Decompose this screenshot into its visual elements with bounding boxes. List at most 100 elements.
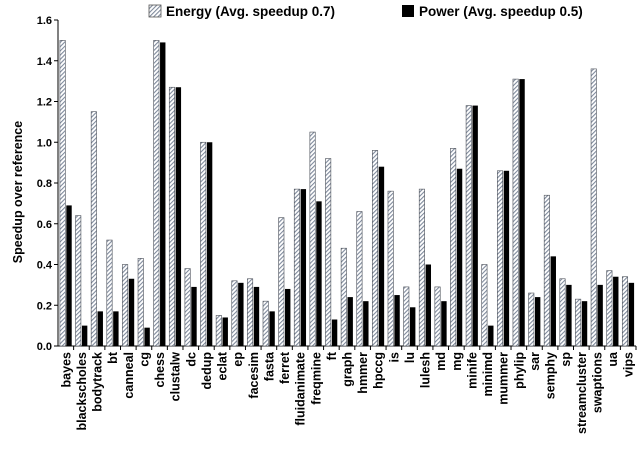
- x-tick-label: bt: [106, 351, 120, 364]
- bar-energy-ua: [606, 270, 613, 347]
- x-tick-label: sp: [559, 352, 573, 367]
- bar-power-phylip: [519, 79, 525, 347]
- bar-energy-freqmine: [309, 131, 316, 347]
- bar-energy-streamcluster: [575, 298, 582, 347]
- y-tick-label: 0.8: [37, 178, 52, 190]
- bar-energy-mg: [450, 148, 457, 347]
- x-tick-label: blackscholes: [75, 352, 89, 431]
- legend-label-energy: Energy (Avg. speedup 0.7): [166, 4, 335, 19]
- bar-power-graph: [347, 297, 353, 346]
- bar-energy-md: [434, 286, 441, 347]
- bar-energy-phylip: [512, 78, 519, 347]
- bar-power-streamcluster: [581, 301, 588, 346]
- bar-power-ferret: [285, 288, 291, 346]
- bar-energy-bt: [106, 239, 113, 347]
- bar-energy-bayes: [59, 40, 66, 347]
- x-tick-label: lulesh: [419, 352, 433, 388]
- x-tick-label: ep: [231, 352, 245, 367]
- x-tick-label: facesim: [247, 352, 261, 399]
- x-tick-label: md: [434, 352, 448, 371]
- bar-energy-swaptions: [590, 68, 597, 347]
- x-tick-label: cg: [137, 352, 151, 367]
- bar-power-blackscholes: [81, 325, 88, 346]
- bar-energy-ep: [231, 280, 238, 347]
- x-tick-label: dedup: [200, 352, 214, 390]
- bar-energy-facesim: [247, 278, 254, 347]
- x-tick-label: vips: [622, 352, 636, 377]
- x-tick-label: dc: [184, 352, 198, 367]
- x-tick-label: freqmine: [309, 352, 323, 405]
- bar-power-ua: [613, 276, 619, 346]
- bar-power-lu: [409, 307, 416, 346]
- bar-power-sar: [534, 297, 541, 346]
- x-tick-label: minimd: [481, 352, 495, 396]
- x-tick-label: minife: [465, 352, 479, 389]
- x-tick-label: mummer: [497, 352, 511, 405]
- bar-energy-semphy: [543, 194, 550, 347]
- x-tick-label: ferret: [278, 351, 292, 384]
- y-tick-label: 0.6: [37, 219, 52, 231]
- bar-energy-hmmer: [356, 211, 363, 347]
- bar-energy-blackscholes: [75, 215, 82, 347]
- x-tick-label: is: [387, 352, 401, 362]
- bar-power-swaptions: [597, 284, 603, 346]
- bar-energy-sar: [528, 292, 535, 347]
- y-tick-label: 0.2: [37, 300, 52, 312]
- bar-energy-graph: [340, 247, 347, 347]
- x-tick-label: canneal: [122, 352, 136, 399]
- x-tick-label: chess: [153, 352, 167, 387]
- bar-power-dedup: [206, 142, 213, 346]
- legend-swatch-energy: [148, 4, 162, 18]
- bar-power-ft: [331, 319, 338, 346]
- legend-swatch-power: [402, 5, 414, 17]
- bar-power-freqmine: [316, 201, 322, 346]
- y-axis-title: Speedup over reference: [11, 121, 25, 263]
- x-tick-label: bayes: [59, 352, 73, 387]
- bar-energy-lu: [403, 286, 410, 347]
- x-tick-label: sar: [528, 352, 542, 371]
- bar-power-fasta: [269, 311, 275, 346]
- x-tick-label: fluidanimate: [294, 352, 308, 426]
- bar-power-chess: [160, 42, 166, 346]
- bar-energy-hpccg: [372, 150, 379, 347]
- bar-power-bodytrack: [97, 311, 103, 346]
- bar-energy-sp: [559, 278, 566, 347]
- x-tick-label: mg: [450, 352, 464, 371]
- plot-area: 0.0 0.2 0.4 0.6 0.8 1.0 1.2 1.4 1.6 bayes blacksch…: [37, 15, 637, 434]
- bar-energy-fluidanimate: [293, 188, 300, 347]
- bar-energy-minife: [465, 105, 472, 347]
- bar-power-facesim: [253, 286, 260, 346]
- bar-power-fluidanimate: [300, 189, 307, 346]
- bar-energy-cg: [137, 258, 144, 347]
- bar-power-bayes: [66, 205, 72, 346]
- bar-power-md: [441, 301, 447, 346]
- x-tick-label: bodytrack: [91, 352, 105, 412]
- bar-energy-minimd: [481, 264, 488, 347]
- x-tick-label: clustalw: [169, 352, 183, 402]
- bar-power-clustalw: [175, 87, 182, 347]
- bar-power-eclat: [222, 317, 228, 346]
- x-tick-label: lu: [403, 352, 417, 363]
- bar-energy-bodytrack: [90, 111, 97, 347]
- x-tick-label: ft: [325, 351, 339, 360]
- x-tick-label: fasta: [262, 351, 276, 381]
- bar-energy-chess: [153, 40, 160, 347]
- bar-energy-dc: [184, 268, 191, 347]
- y-tick-label: 0.0: [37, 341, 52, 353]
- bar-power-minife: [472, 105, 478, 346]
- bar-power-lulesh: [425, 264, 432, 346]
- bar-power-bt: [113, 311, 119, 346]
- x-tick-label: hpccg: [372, 352, 386, 389]
- bar-power-cg: [144, 327, 150, 346]
- bar-power-vips: [628, 282, 635, 346]
- bar-energy-ferret: [278, 217, 285, 347]
- bar-power-dc: [191, 286, 197, 346]
- bar-energy-lulesh: [418, 188, 425, 347]
- bar-energy-is: [387, 190, 394, 347]
- legend: Energy (Avg. speedup 0.7) Power (Avg. sp…: [148, 4, 583, 19]
- bar-power-semphy: [550, 256, 556, 346]
- bar-power-hmmer: [363, 301, 369, 346]
- bar-power-hpccg: [378, 166, 385, 346]
- bar-energy-canneal: [122, 264, 129, 347]
